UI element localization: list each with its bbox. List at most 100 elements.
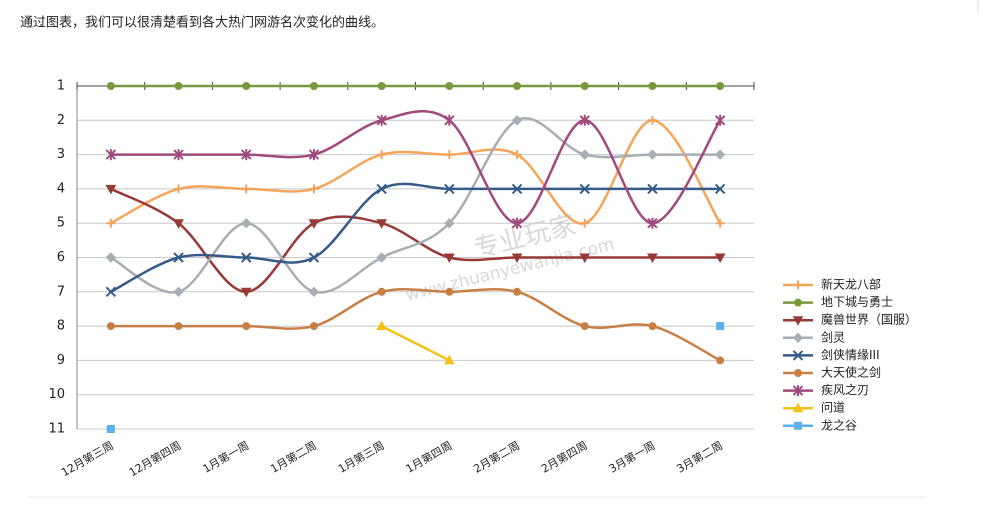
marker	[792, 402, 804, 413]
legend-label: 剑侠情缘III	[821, 347, 880, 362]
marker	[308, 252, 320, 263]
marker	[513, 287, 522, 296]
marker	[716, 82, 725, 90]
marker	[173, 219, 184, 229]
series	[105, 182, 726, 298]
marker	[174, 184, 184, 194]
marker	[242, 82, 251, 90]
marker	[173, 286, 184, 298]
y-tick-label: 8	[57, 319, 65, 334]
marker	[444, 217, 455, 229]
marker	[714, 114, 726, 126]
marker	[174, 82, 183, 90]
y-tick-label: 2	[57, 113, 65, 128]
marker	[105, 286, 117, 298]
marker	[444, 183, 455, 195]
marker	[376, 320, 388, 331]
marker	[579, 114, 590, 126]
marker	[376, 252, 387, 263]
marker	[794, 298, 802, 307]
marker	[579, 149, 590, 160]
marker	[106, 218, 116, 228]
marker	[580, 218, 590, 228]
marker	[792, 385, 804, 397]
marker	[647, 149, 658, 160]
legend-label: 龙之谷	[821, 418, 857, 432]
marker	[445, 82, 454, 90]
legend-label: 疾风之刃	[821, 382, 869, 397]
x-tick-label: 1月第二周	[268, 438, 319, 476]
marker	[106, 82, 115, 90]
x-tick-label: 1月第三周	[335, 438, 386, 476]
marker	[309, 322, 318, 331]
y-tick-label: 11	[48, 422, 65, 437]
marker	[241, 184, 251, 194]
legend-label: 问道	[821, 401, 845, 415]
marker	[308, 286, 320, 298]
marker	[792, 332, 804, 344]
y-tick-label: 4	[57, 181, 65, 196]
y-tick-label: 10	[48, 387, 65, 402]
marker	[308, 219, 320, 229]
line	[110, 110, 722, 225]
marker	[309, 184, 319, 194]
line	[110, 117, 721, 294]
marker	[714, 183, 726, 195]
marker	[242, 322, 251, 331]
marker	[309, 82, 318, 90]
series	[105, 184, 726, 298]
marker	[174, 322, 183, 331]
marker	[376, 219, 388, 229]
legend-label: 新天龙八部	[821, 277, 881, 292]
marker	[511, 253, 523, 264]
x-tick-label: 3月第一周	[606, 438, 657, 476]
series	[106, 287, 725, 365]
marker	[794, 421, 802, 430]
marker	[105, 184, 117, 195]
marker	[377, 150, 387, 160]
intro-text: 通过图表，我们可以很清楚看到各大热门网游名次变化的曲线。	[20, 15, 384, 31]
marker	[444, 114, 455, 126]
marker	[240, 287, 252, 298]
series	[376, 320, 455, 365]
line	[110, 187, 721, 294]
y-tick-label: 9	[57, 353, 65, 368]
marker	[376, 183, 387, 195]
marker	[443, 253, 455, 264]
x-tick-label: 1月第一周	[200, 438, 251, 476]
legend-label: 大天使之剑	[821, 365, 881, 380]
marker	[241, 217, 252, 229]
marker	[794, 369, 802, 377]
x-tick-label: 2月第四周	[539, 438, 590, 476]
marker	[308, 149, 320, 161]
marker	[105, 252, 117, 263]
marker	[241, 252, 252, 263]
series	[106, 115, 725, 228]
line	[110, 119, 722, 225]
marker	[106, 322, 115, 331]
legend-label: 地下城与勇士	[821, 295, 893, 309]
marker	[106, 425, 115, 433]
marker	[376, 114, 387, 126]
marker	[443, 354, 455, 365]
marker	[105, 149, 117, 161]
marker	[173, 149, 184, 161]
legend-label: 剑灵	[821, 329, 845, 344]
marker	[580, 82, 589, 90]
series	[106, 322, 725, 433]
marker	[792, 350, 804, 361]
marker	[173, 252, 184, 263]
y-tick-label: 5	[57, 216, 65, 231]
x-tick-label: 3月第二周	[674, 438, 725, 476]
marker	[715, 218, 725, 228]
marker	[512, 150, 522, 160]
marker	[716, 322, 725, 331]
marker	[580, 322, 589, 331]
marker	[647, 183, 658, 195]
marker	[648, 82, 657, 90]
x-tick-label: 12月第三周	[59, 438, 116, 479]
marker	[647, 253, 658, 264]
line	[110, 182, 721, 293]
